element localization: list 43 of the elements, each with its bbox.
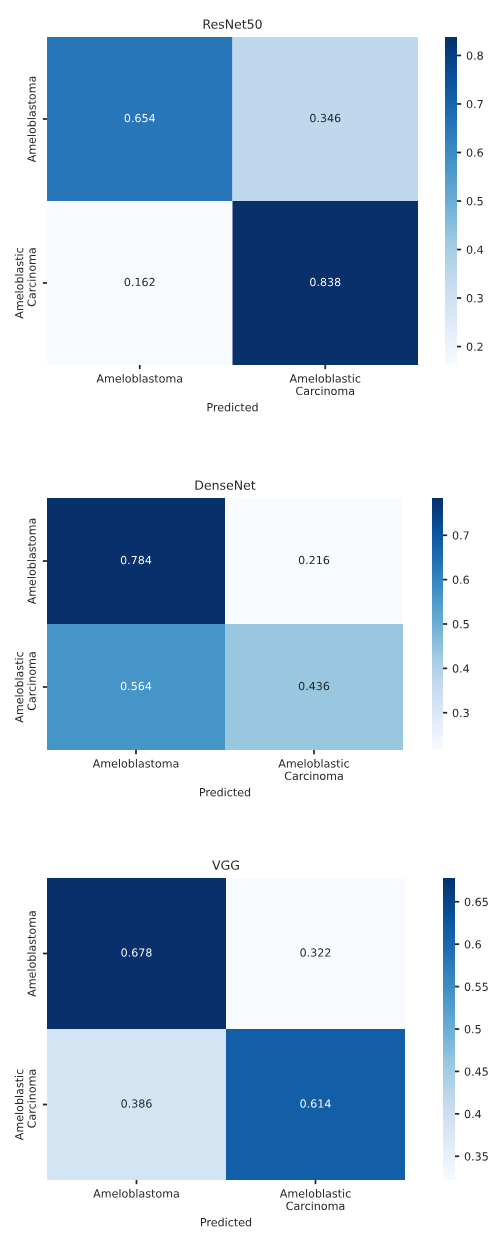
data-label: 0.678	[121, 948, 152, 957]
color-bar-label: 0.6	[466, 148, 483, 157]
color-bar-label: 0.65	[464, 897, 488, 907]
data-label: 0.564	[120, 681, 152, 691]
color-bar-label: 0.6	[452, 575, 469, 585]
y-tick-label: Ameloblastoma	[27, 911, 36, 997]
color-bar-label: 0.45	[464, 1067, 488, 1076]
x-axis-title: Predicted	[200, 787, 251, 797]
data-label: 0.322	[300, 948, 331, 957]
data-label: 0.436	[298, 681, 330, 691]
data-label: 0.162	[124, 277, 155, 287]
data-label: 0.654	[124, 113, 156, 123]
chart-title: ResNet50	[203, 19, 262, 29]
y-tick-label: Ameloblastoma	[27, 76, 36, 163]
color-bar-label: 0.2	[466, 342, 483, 351]
color-bar-label: 0.3	[466, 294, 483, 303]
y-tick-label: Ameloblastoma	[27, 518, 36, 605]
color-bar-label: 0.4	[466, 245, 484, 254]
color-bar-label: 0.3	[452, 708, 469, 718]
color-bar-label: 0.35	[464, 1152, 488, 1161]
color-bar-label: 0.7	[466, 99, 483, 109]
x-axis-title: Predicted	[201, 1217, 252, 1227]
color-bar-label: 0.5	[452, 619, 469, 629]
chart-title: VGG	[212, 860, 239, 870]
y-tick-label: Ameloblastic Carcinoma	[14, 1069, 36, 1141]
x-axis-title: Predicted	[207, 402, 258, 412]
color-bar-label: 0.8	[466, 51, 483, 60]
data-label: 0.386	[121, 1099, 152, 1108]
color-bar-label: 0.6	[464, 940, 481, 949]
color-bar-label: 0.5	[464, 1024, 481, 1034]
data-label: 0.784	[120, 555, 152, 565]
color-bar-label: 0.4	[464, 1109, 482, 1119]
data-label: 0.216	[298, 555, 330, 565]
color-bar-label: 0.55	[464, 982, 488, 991]
color-bar-label: 0.4	[452, 664, 470, 673]
data-label: 0.346	[310, 113, 341, 123]
color-bar-label: 0.5	[466, 196, 483, 206]
y-tick-label: Ameloblastic Carcinoma	[14, 247, 36, 319]
chart-title: DenseNet	[195, 480, 256, 490]
y-tick-label: Ameloblastic Carcinoma	[14, 651, 36, 723]
data-label: 0.838	[310, 277, 341, 287]
color-bar-label: 0.7	[452, 531, 469, 540]
data-label: 0.614	[300, 1099, 331, 1108]
